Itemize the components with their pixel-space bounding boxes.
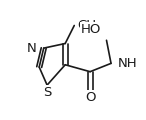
Text: N: N [27,42,36,55]
Text: O: O [85,91,95,104]
Text: S: S [43,86,51,99]
Text: CH₃: CH₃ [77,19,101,32]
Text: NH: NH [117,57,137,70]
Text: HO: HO [80,23,101,36]
